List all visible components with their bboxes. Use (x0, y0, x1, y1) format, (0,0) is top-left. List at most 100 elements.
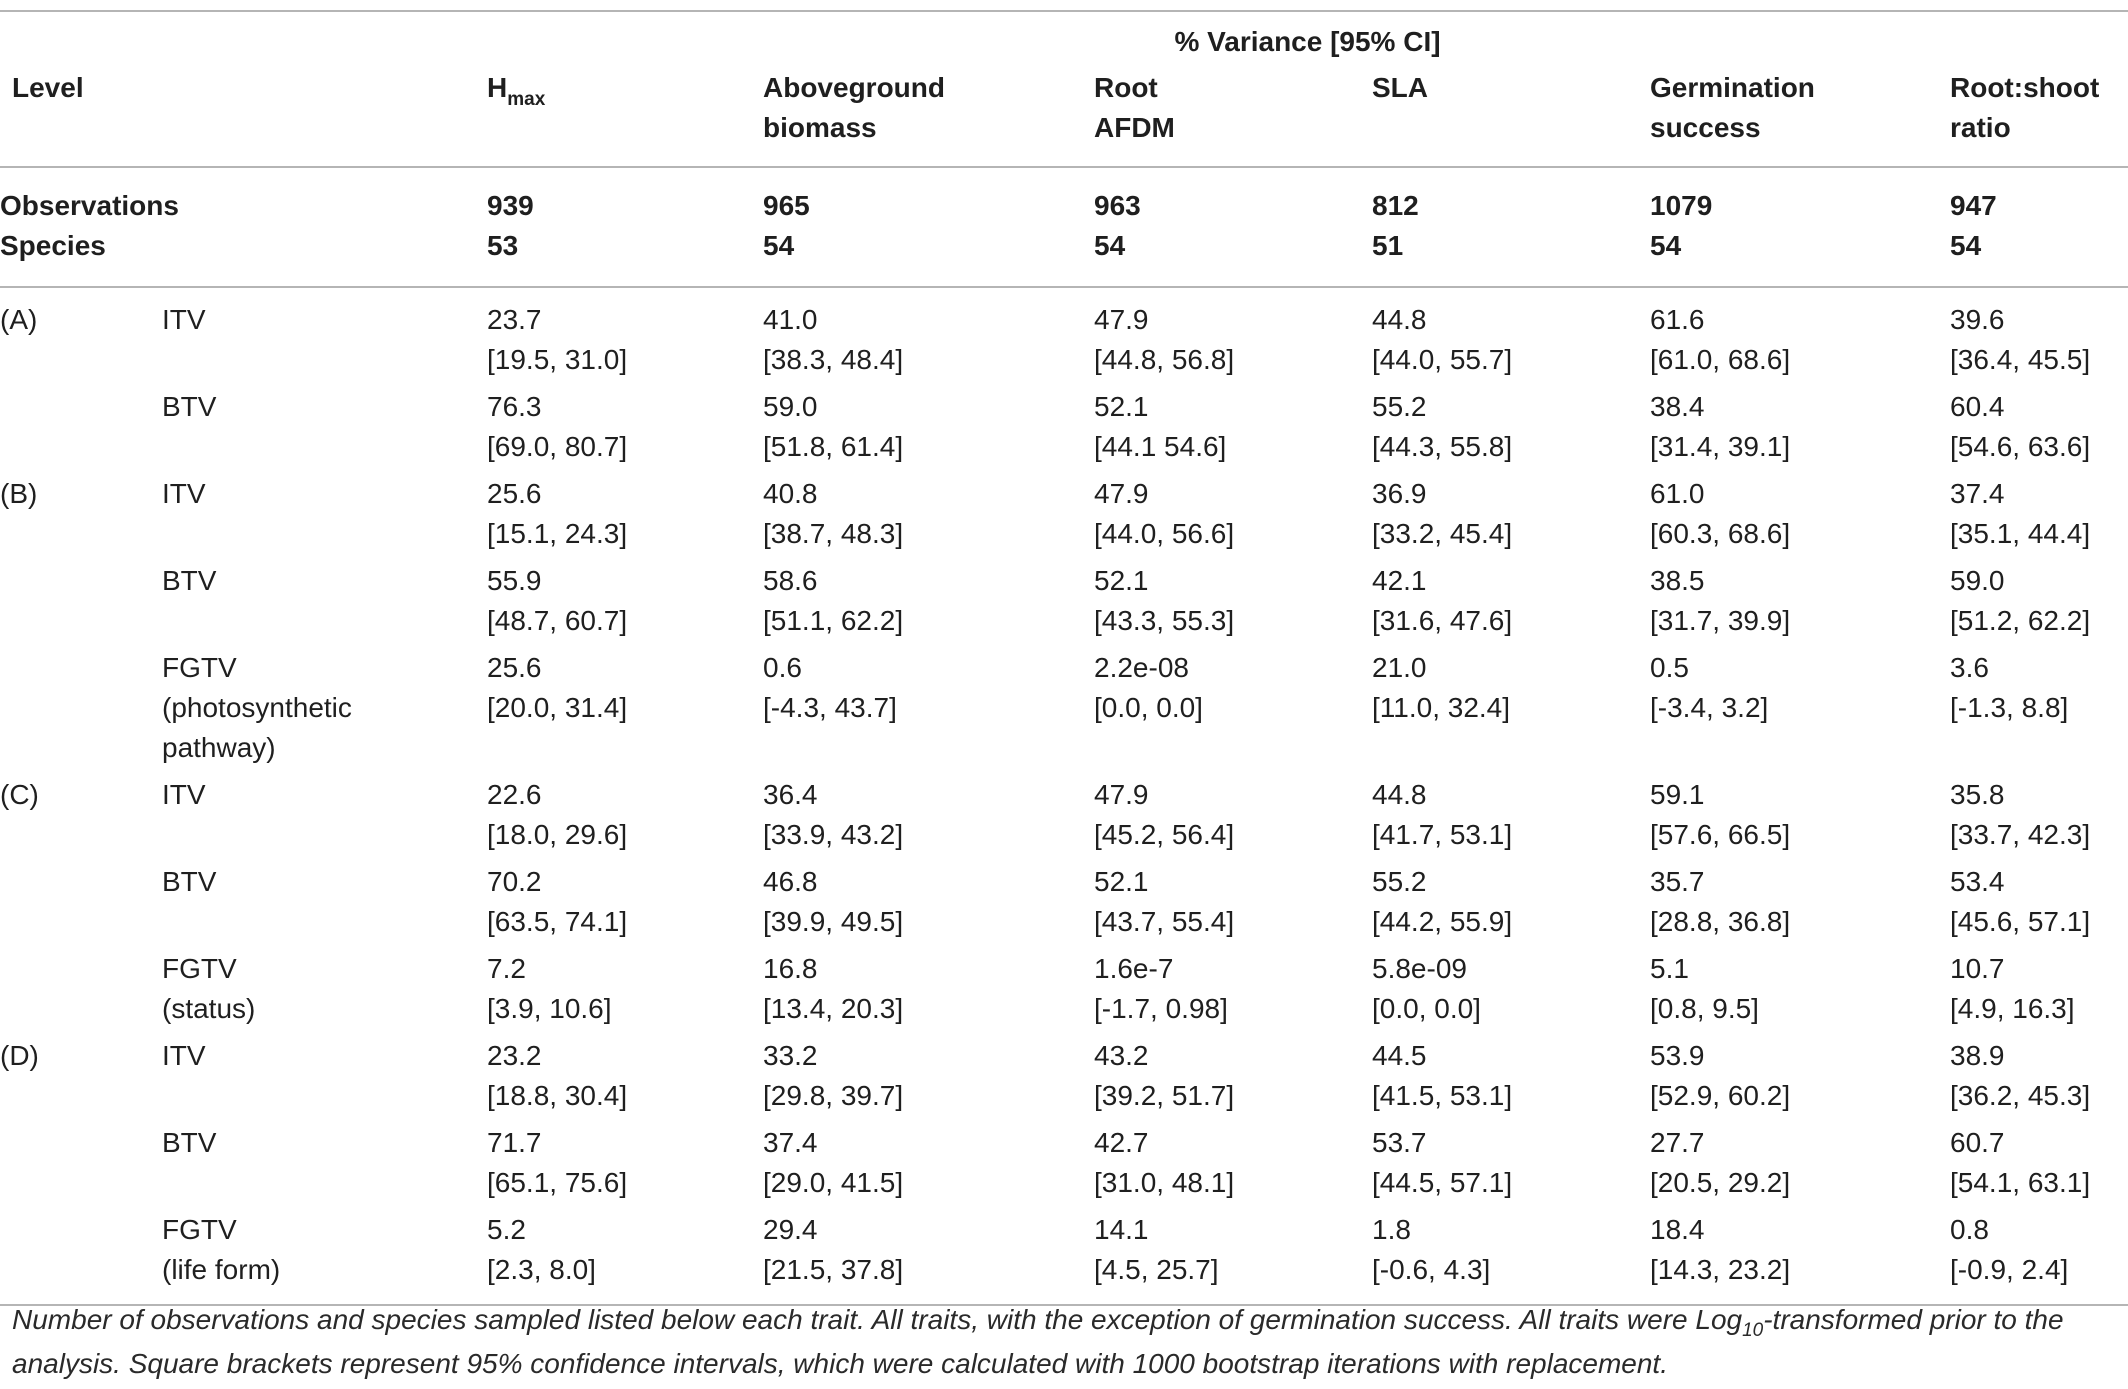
variance-value: 18.4 (1650, 1214, 1705, 1245)
variance-value: 43.2 (1094, 1040, 1149, 1071)
component-cell: ITV (162, 1036, 487, 1123)
column-header-aboveground: Aboveground biomass (763, 72, 945, 143)
value-cell: 5.8e-09 [0.0, 0.0] (1372, 949, 1650, 1036)
confidence-interval: [38.7, 48.3] (763, 518, 904, 549)
confidence-interval: [54.6, 63.6] (1950, 431, 2091, 462)
variance-value: 53.7 (1372, 1127, 1427, 1158)
level-cell: (A) (0, 286, 162, 387)
confidence-interval: [36.2, 45.3] (1950, 1080, 2091, 1111)
observations-value: 965 (763, 166, 1094, 226)
confidence-interval: [41.5, 53.1] (1372, 1080, 1513, 1111)
variance-title: % Variance [95% CI] (1174, 26, 1441, 57)
value-cell: 53.9 [52.9, 60.2] (1650, 1036, 1950, 1123)
component-cell: FGTV (status) (162, 949, 487, 1036)
value-cell: 76.3 [69.0, 80.7] (487, 387, 763, 474)
confidence-interval: [31.6, 47.6] (1372, 605, 1513, 636)
confidence-interval: [36.4, 45.5] (1950, 344, 2091, 375)
value-cell: 3.6 [-1.3, 8.8] (1950, 648, 2128, 775)
value-cell: 52.1 [44.1 54.6] (1094, 387, 1372, 474)
confidence-interval: [2.3, 8.0] (487, 1254, 596, 1285)
value-cell: 42.7 [31.0, 48.1] (1094, 1123, 1372, 1210)
value-cell: 70.2 [63.5, 74.1] (487, 862, 763, 949)
variance-value: 52.1 (1094, 391, 1149, 422)
variance-value: 53.4 (1950, 866, 2005, 897)
variance-value: 40.8 (763, 478, 818, 509)
confidence-interval: [0.8, 9.5] (1650, 993, 1759, 1024)
confidence-interval: [57.6, 66.5] (1650, 819, 1791, 850)
value-cell: 52.1 [43.7, 55.4] (1094, 862, 1372, 949)
value-cell: 60.7 [54.1, 63.1] (1950, 1123, 2128, 1210)
confidence-interval: [-1.3, 8.8] (1950, 692, 2069, 723)
level-cell (0, 387, 162, 474)
confidence-interval: [44.2, 55.9] (1372, 906, 1513, 937)
variance-value: 61.0 (1650, 478, 1705, 509)
variance-table: % Variance [95% CI] Level Hmax Abovegrou… (0, 10, 2128, 1306)
variance-value: 5.1 (1650, 953, 1689, 984)
component-line: (photosynthetic (162, 692, 352, 723)
confidence-interval: [21.5, 37.8] (763, 1254, 904, 1285)
value-cell: 33.2 [29.8, 39.7] (763, 1036, 1094, 1123)
variance-value: 35.8 (1950, 779, 2005, 810)
variance-value: 59.1 (1650, 779, 1705, 810)
value-cell: 18.4 [14.3, 23.2] (1650, 1210, 1950, 1306)
table-row: BTV 76.3 [69.0, 80.7] 59.0 [51.8, 61.4] 52.1 [… (0, 387, 2128, 474)
confidence-interval: [60.3, 68.6] (1650, 518, 1791, 549)
value-cell: 1.8 [-0.6, 4.3] (1372, 1210, 1650, 1306)
confidence-interval: [-0.6, 4.3] (1372, 1254, 1491, 1285)
confidence-interval: [52.9, 60.2] (1650, 1080, 1791, 1111)
component-line: BTV (162, 1127, 217, 1158)
level-header: Level (12, 72, 84, 103)
component-line: BTV (162, 565, 217, 596)
column-header-germination: Germination success (1650, 72, 1815, 143)
value-cell: 52.1 [43.3, 55.3] (1094, 561, 1372, 648)
component-line: FGTV (162, 1214, 237, 1245)
variance-value: 0.8 (1950, 1214, 1989, 1245)
species-value: 54 (1950, 230, 1982, 261)
variance-value: 36.9 (1372, 478, 1427, 509)
confidence-interval: [44.3, 55.8] (1372, 431, 1513, 462)
confidence-interval: [-4.3, 43.7] (763, 692, 897, 723)
variance-value: 53.9 (1650, 1040, 1705, 1071)
level-cell (0, 1210, 162, 1306)
value-cell: 43.2 [39.2, 51.7] (1094, 1036, 1372, 1123)
table-row: BTV 70.2 [63.5, 74.1] 46.8 [39.9, 49.5] 52.1 [… (0, 862, 2128, 949)
confidence-interval: [-3.4, 3.2] (1650, 692, 1769, 723)
component-cell: FGTV (photosynthetic pathway) (162, 648, 487, 775)
confidence-interval: [48.7, 60.7] (487, 605, 628, 636)
variance-value: 23.7 (487, 304, 542, 335)
variance-value: 27.7 (1650, 1127, 1705, 1158)
observations-row: Observations 939 965 963 812 1079 947 (0, 166, 2128, 226)
confidence-interval: [11.0, 32.4] (1372, 692, 1511, 723)
confidence-interval: [18.8, 30.4] (487, 1080, 628, 1111)
variance-value: 52.1 (1094, 565, 1149, 596)
confidence-interval: [33.7, 42.3] (1950, 819, 2091, 850)
component-line: BTV (162, 866, 217, 897)
confidence-interval: [31.0, 48.1] (1094, 1167, 1235, 1198)
confidence-interval: [-0.9, 2.4] (1950, 1254, 2069, 1285)
component-cell: BTV (162, 862, 487, 949)
confidence-interval: [19.5, 31.0] (487, 344, 628, 375)
value-cell: 61.6 [61.0, 68.6] (1650, 286, 1950, 387)
variance-value: 5.8e-09 (1372, 953, 1467, 984)
value-cell: 7.2 [3.9, 10.6] (487, 949, 763, 1036)
confidence-interval: [15.1, 24.3] (487, 518, 628, 549)
variance-value: 37.4 (763, 1127, 818, 1158)
confidence-interval: [54.1, 63.1] (1950, 1167, 2091, 1198)
confidence-interval: [44.0, 56.6] (1094, 518, 1235, 549)
confidence-interval: [0.0, 0.0] (1372, 993, 1481, 1024)
variance-value: 59.0 (1950, 565, 2005, 596)
component-line: (life form) (162, 1254, 281, 1285)
variance-value: 10.7 (1950, 953, 2005, 984)
observations-value: 963 (1094, 166, 1372, 226)
confidence-interval: [14.3, 23.2] (1650, 1254, 1791, 1285)
component-line: (status) (162, 993, 256, 1024)
value-cell: 61.0 [60.3, 68.6] (1650, 474, 1950, 561)
value-cell: 46.8 [39.9, 49.5] (763, 862, 1094, 949)
variance-value: 44.8 (1372, 304, 1427, 335)
variance-value: 47.9 (1094, 304, 1149, 335)
table-row: (C) ITV 22.6 [18.0, 29.6] 36.4 [33.9, 43.2] 47… (0, 775, 2128, 862)
value-cell: 36.4 [33.9, 43.2] (763, 775, 1094, 862)
value-cell: 22.6 [18.0, 29.6] (487, 775, 763, 862)
confidence-interval: [33.2, 45.4] (1372, 518, 1513, 549)
component-cell: ITV (162, 474, 487, 561)
